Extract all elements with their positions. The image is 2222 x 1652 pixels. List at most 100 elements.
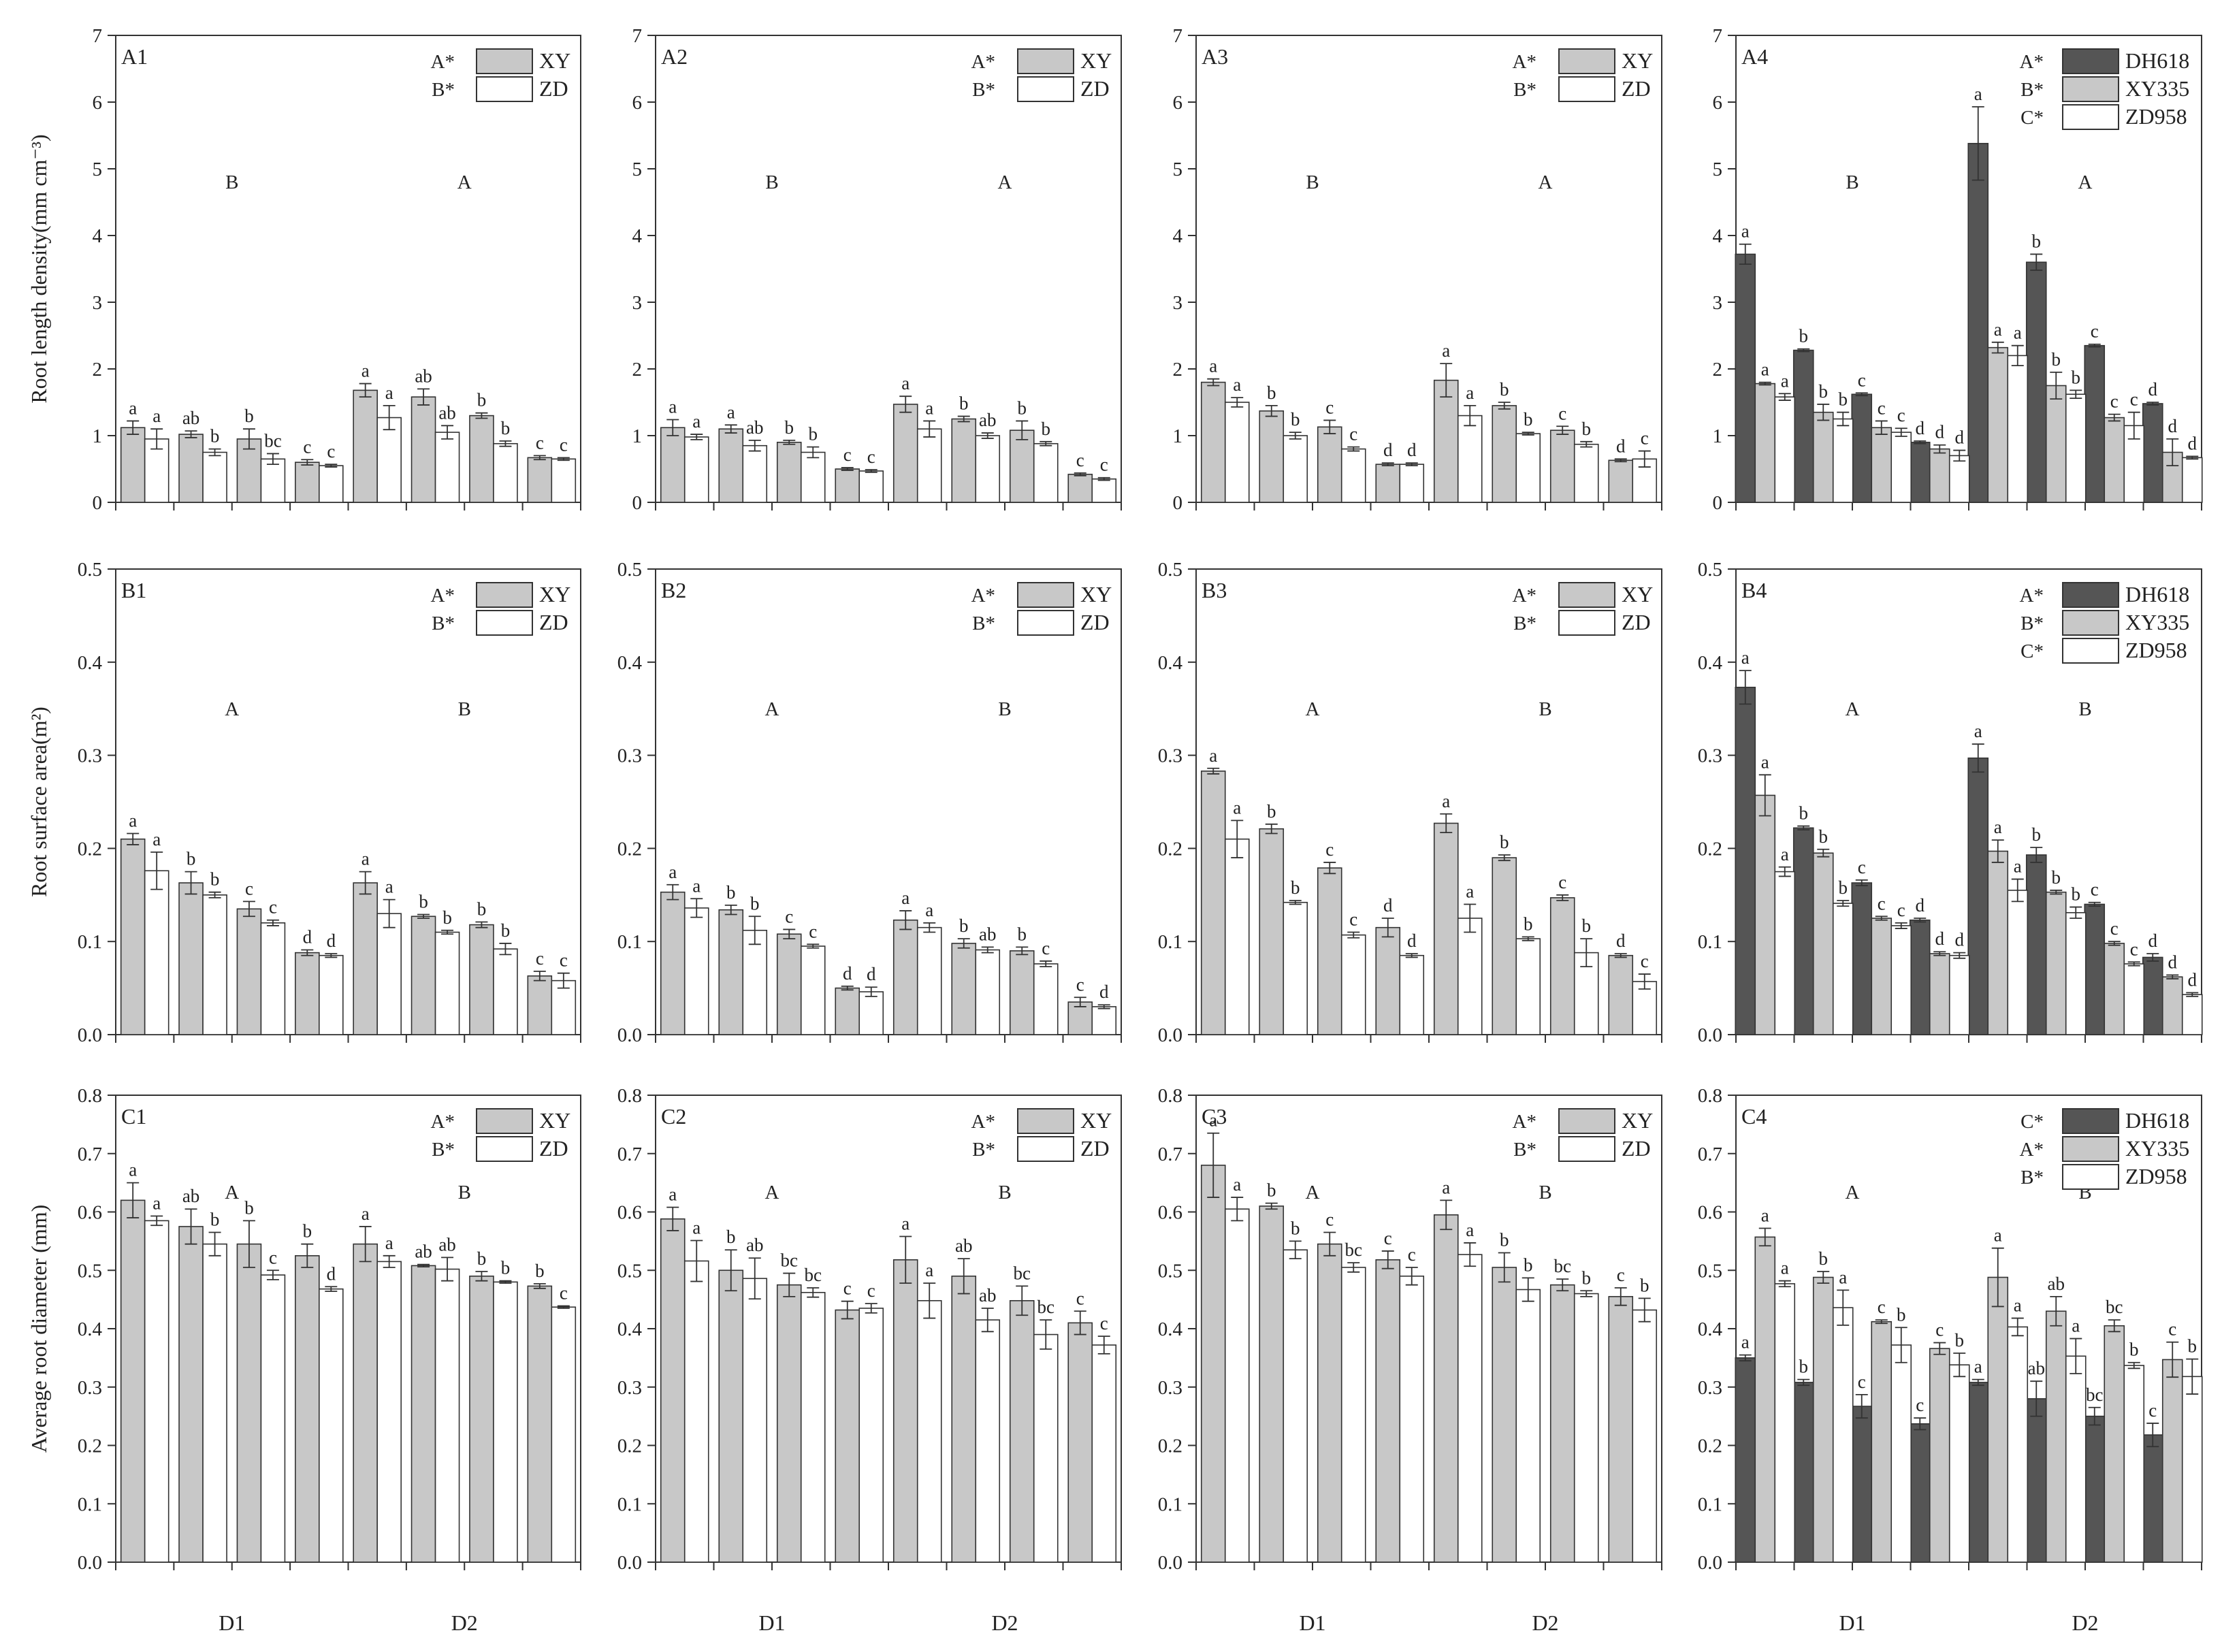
- y-tick-label: 0.4: [1158, 1318, 1183, 1340]
- legend-prefix: A*: [431, 585, 455, 606]
- significance-label: b: [726, 882, 736, 903]
- y-tick-label: 0.2: [78, 1436, 102, 1457]
- y-tick-label: 0.7: [617, 1144, 642, 1165]
- bar: [1200, 1165, 1226, 1563]
- y-tick-label: 0.6: [1158, 1202, 1182, 1224]
- bar: [527, 457, 553, 503]
- significance-label: b: [419, 892, 428, 912]
- bottom-label: D1: [1839, 1610, 1865, 1635]
- bar: [1009, 1300, 1035, 1563]
- row-ylabel-layer: Root length density(mm cm⁻³) Root surface…: [27, 134, 51, 1453]
- bar: [1871, 1321, 1893, 1563]
- legend-label: ZD: [539, 610, 568, 634]
- y-tick-label: 0.6: [78, 1202, 102, 1224]
- legend-prefix: B*: [432, 1139, 455, 1161]
- bar: [2025, 1398, 2047, 1563]
- significance-label: a: [1209, 745, 1217, 766]
- legend-label: XY: [1622, 1108, 1653, 1133]
- legend-swatch: [1558, 582, 1615, 608]
- legend-label: ZD958: [2125, 1164, 2187, 1188]
- bar: [469, 415, 494, 503]
- significance-label: bc: [805, 1265, 822, 1285]
- legend-prefix: A*: [2020, 1139, 2044, 1161]
- bar: [951, 418, 977, 503]
- y-tick-label: 2: [93, 359, 103, 380]
- significance-label: b: [477, 390, 487, 410]
- bottom-label-layer: D1 D2 D1 D2 D1 D2 D1 D2: [219, 1610, 2098, 1635]
- bar: [1832, 903, 1854, 1035]
- significance-label: c: [1878, 893, 1886, 913]
- y-tick-label: 5: [93, 159, 103, 180]
- significance-label: b: [501, 920, 511, 941]
- significance-label: a: [692, 411, 701, 432]
- significance-label: a: [1761, 359, 1769, 380]
- significance-label: d: [1955, 427, 1965, 448]
- significance-label: c: [1325, 1210, 1334, 1230]
- bar: [1929, 953, 1950, 1035]
- bar: [1224, 838, 1250, 1035]
- y-tick-label: 0.3: [1158, 745, 1182, 767]
- bar: [2065, 1355, 2087, 1563]
- bar: [1735, 253, 1756, 503]
- significance-label: a: [1442, 340, 1450, 361]
- significance-label: ab: [415, 366, 432, 386]
- y-tick-label: 0.5: [78, 559, 102, 581]
- legend-swatch: [1558, 48, 1615, 74]
- bar: [2181, 994, 2203, 1035]
- significance-label: a: [1994, 319, 2002, 340]
- legend-swatch: [2062, 582, 2119, 608]
- significance-label: b: [1018, 924, 1027, 944]
- y-tick-label: 0.0: [617, 1024, 642, 1046]
- legend-prefix: A*: [431, 1111, 455, 1133]
- legend-label: ZD: [1622, 1136, 1651, 1161]
- group-label: B: [458, 1182, 471, 1203]
- bar: [683, 436, 709, 503]
- y-tick-label: 2: [632, 359, 643, 380]
- bar: [1929, 1348, 1950, 1563]
- panel-id: A4: [1741, 44, 1768, 69]
- bar: [858, 1308, 884, 1563]
- bar: [975, 1319, 1001, 1563]
- significance-label: b: [959, 916, 969, 936]
- y-tick-label: 7: [1713, 25, 1723, 47]
- bar: [178, 882, 204, 1035]
- group-label: A: [765, 1182, 779, 1203]
- significance-label: b: [785, 417, 794, 438]
- y-tick-label: 0.3: [617, 745, 642, 767]
- bar: [1754, 383, 1776, 503]
- significance-label: c: [2168, 1319, 2176, 1340]
- bar: [2007, 890, 2029, 1035]
- significance-label: c: [1897, 900, 1905, 920]
- significance-label: a: [152, 1193, 161, 1214]
- y-tick-label: 4: [1713, 225, 1723, 247]
- significance-label: b: [187, 849, 196, 869]
- bar: [1009, 950, 1035, 1035]
- group-label: B: [998, 698, 1011, 720]
- bar: [1091, 478, 1117, 503]
- bar: [1987, 1276, 2009, 1563]
- bar: [2142, 403, 2163, 503]
- bar: [776, 441, 802, 503]
- y-tick-label: 3: [1173, 292, 1183, 314]
- bar: [144, 870, 170, 1035]
- significance-label: c: [269, 897, 277, 918]
- significance-label: a: [1442, 791, 1450, 811]
- y-tick-label: 0.7: [1158, 1144, 1182, 1165]
- bar: [2181, 1376, 2203, 1563]
- bar: [1832, 1307, 1854, 1563]
- bar: [1375, 464, 1401, 503]
- significance-label: b: [1897, 1304, 1906, 1325]
- legend-prefix: A*: [2020, 585, 2044, 606]
- y-tick-label: 0.2: [1698, 838, 1722, 860]
- bar: [2142, 1434, 2163, 1563]
- y-tick-label: 0.1: [78, 1493, 102, 1515]
- significance-label: b: [1799, 326, 1809, 346]
- group-label: B: [1846, 172, 1858, 193]
- significance-label: a: [361, 361, 370, 381]
- panel-c1: 0.0 0.1 0.2 0.3 0.4 0.5 0.6 0.7 0.8 C1 A B A* XY B* ZD a…: [78, 1085, 581, 1574]
- significance-label: a: [1233, 797, 1241, 817]
- bar: [1774, 871, 1796, 1035]
- bar: [353, 1243, 378, 1563]
